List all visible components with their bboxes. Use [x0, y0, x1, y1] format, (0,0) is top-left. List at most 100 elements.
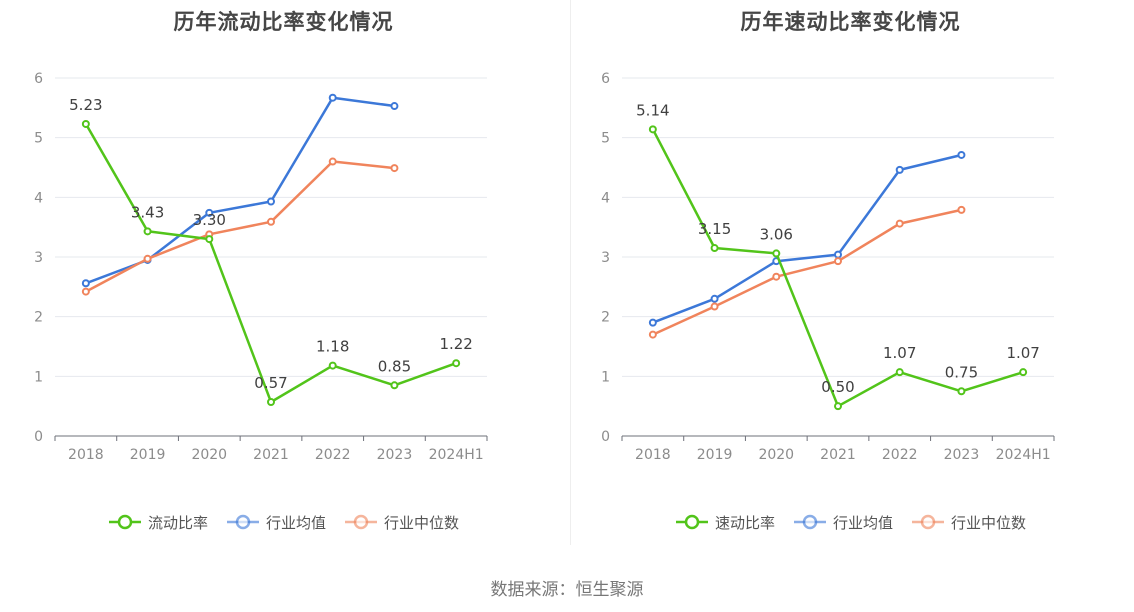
- legend-label: 行业均值: [832, 513, 893, 532]
- data-point: [957, 387, 966, 396]
- data-point: [143, 254, 152, 263]
- y-tick-label: 6: [34, 71, 43, 87]
- legend-item[interactable]: 流动比率: [108, 510, 208, 534]
- quick-ratio-chart-panel: 历年速动比率变化情况 0 1 2 3 4 5 6 2018 2019 2020 2021 2022 20…: [567, 0, 1134, 560]
- x-tick-label: 2022: [315, 447, 351, 463]
- data-label: 3.15: [698, 220, 731, 238]
- data-label: 1.07: [883, 344, 916, 362]
- data-point: [81, 287, 90, 296]
- data-point: [648, 318, 657, 327]
- x-tick-label: 2021: [253, 447, 289, 463]
- data-point: [772, 272, 781, 281]
- current-ratio-chart: 0 1 2 3 4 5 6 2018 2019 2020 2021 2022 2023 2024H1 5.2…: [34, 71, 488, 463]
- chart-title: 历年速动比率变化情况: [740, 10, 961, 34]
- series-line: [652, 153, 962, 324]
- data-point: [957, 150, 966, 159]
- y-tick-label: 0: [34, 429, 43, 445]
- data-label: 5.14: [636, 101, 669, 119]
- data-label: 0.85: [378, 357, 411, 375]
- data-point: [1019, 368, 1028, 377]
- data-label: 0.57: [254, 374, 287, 392]
- data-label: 3.06: [760, 225, 793, 243]
- legend-label: 行业中位数: [951, 513, 1027, 532]
- data-point: [390, 381, 399, 390]
- data-point: [895, 165, 904, 174]
- legend-item[interactable]: 行业均值: [793, 510, 893, 534]
- x-tick-label: 2018: [635, 447, 671, 463]
- x-tick-label: 2018: [68, 447, 104, 463]
- y-tick-label: 3: [601, 250, 610, 266]
- data-point: [328, 157, 337, 166]
- y-tick-label: 6: [601, 71, 610, 87]
- legend-label: 流动比率: [147, 513, 208, 532]
- data-point: [710, 302, 719, 311]
- data-label: 1.07: [1006, 344, 1039, 362]
- data-point: [205, 208, 214, 217]
- y-tick-label: 2: [601, 310, 610, 326]
- y-tick-label: 4: [601, 190, 610, 206]
- data-label: 3.30: [193, 211, 226, 229]
- data-point: [834, 257, 842, 266]
- legend-line-circle-icon: [793, 514, 826, 530]
- data-point: [267, 197, 275, 206]
- y-tick-label: 5: [601, 131, 610, 147]
- legend-label: 行业均值: [265, 513, 326, 532]
- data-point: [834, 402, 842, 411]
- y-tick-label: 0: [601, 429, 610, 445]
- data-point: [710, 294, 719, 303]
- y-tick-label: 2: [34, 310, 43, 326]
- data-point: [390, 164, 399, 173]
- series-line: [85, 160, 395, 293]
- legend-line-circle-icon: [226, 514, 259, 530]
- y-tick-label: 1: [601, 369, 610, 385]
- data-point: [81, 279, 90, 288]
- data-point: [452, 359, 461, 368]
- data-point: [390, 102, 399, 111]
- data-point: [328, 93, 337, 102]
- legend-item[interactable]: 行业均值: [226, 510, 326, 534]
- x-tick-label: 2024H1: [996, 447, 1051, 463]
- data-point: [834, 250, 842, 259]
- legend-item[interactable]: 行业中位数: [344, 510, 459, 534]
- y-tick-label: 3: [34, 250, 43, 266]
- data-point: [710, 244, 719, 253]
- y-tick-label: 5: [34, 131, 43, 147]
- x-tick-label: 2020: [758, 447, 794, 463]
- legend-line-circle-icon: [108, 514, 141, 530]
- data-point: [895, 368, 904, 377]
- legend-item[interactable]: 速动比率: [675, 510, 775, 534]
- x-tick-label: 2024H1: [429, 447, 484, 463]
- data-point: [895, 219, 904, 228]
- x-tick-label: 2019: [130, 447, 166, 463]
- data-label: 5.23: [69, 96, 102, 114]
- series-line: [85, 96, 395, 285]
- current-ratio-chart-panel: 历年流动比率变化情况 0 1 2 3 4 5 6 2018 2019 2020 2021 2022 20…: [0, 0, 567, 560]
- data-label: 0.50: [821, 378, 854, 396]
- data-point: [81, 119, 90, 128]
- series-line: [652, 208, 962, 336]
- data-point: [267, 217, 275, 226]
- data-point: [648, 125, 657, 134]
- data-source-note: 数据来源：恒生聚源: [490, 580, 644, 600]
- data-label: 3.43: [131, 203, 164, 221]
- legend-label: 速动比率: [714, 513, 775, 532]
- x-tick-label: 2023: [377, 447, 413, 463]
- data-point: [205, 235, 214, 244]
- y-tick-label: 4: [34, 190, 43, 206]
- quick-ratio-chart: 0 1 2 3 4 5 6 2018 2019 2020 2021 2022 2023 2024H1 5.1…: [601, 71, 1055, 463]
- legend-item[interactable]: 行业中位数: [911, 510, 1026, 534]
- data-point: [648, 330, 657, 339]
- data-point: [957, 205, 966, 214]
- y-tick-label: 1: [34, 369, 43, 385]
- x-tick-label: 2023: [944, 447, 980, 463]
- chart-title: 历年流动比率变化情况: [173, 10, 394, 34]
- panel-divider: [570, 0, 571, 545]
- x-tick-label: 2022: [882, 447, 918, 463]
- data-point: [267, 397, 275, 406]
- chart-legend: 速动比率 行业均值 行业中位数: [567, 510, 1134, 534]
- legend-line-circle-icon: [675, 514, 708, 530]
- data-point: [143, 227, 152, 236]
- data-point: [772, 249, 781, 258]
- x-tick-label: 2020: [191, 447, 227, 463]
- chart-legend: 流动比率 行业均值 行业中位数: [0, 510, 567, 534]
